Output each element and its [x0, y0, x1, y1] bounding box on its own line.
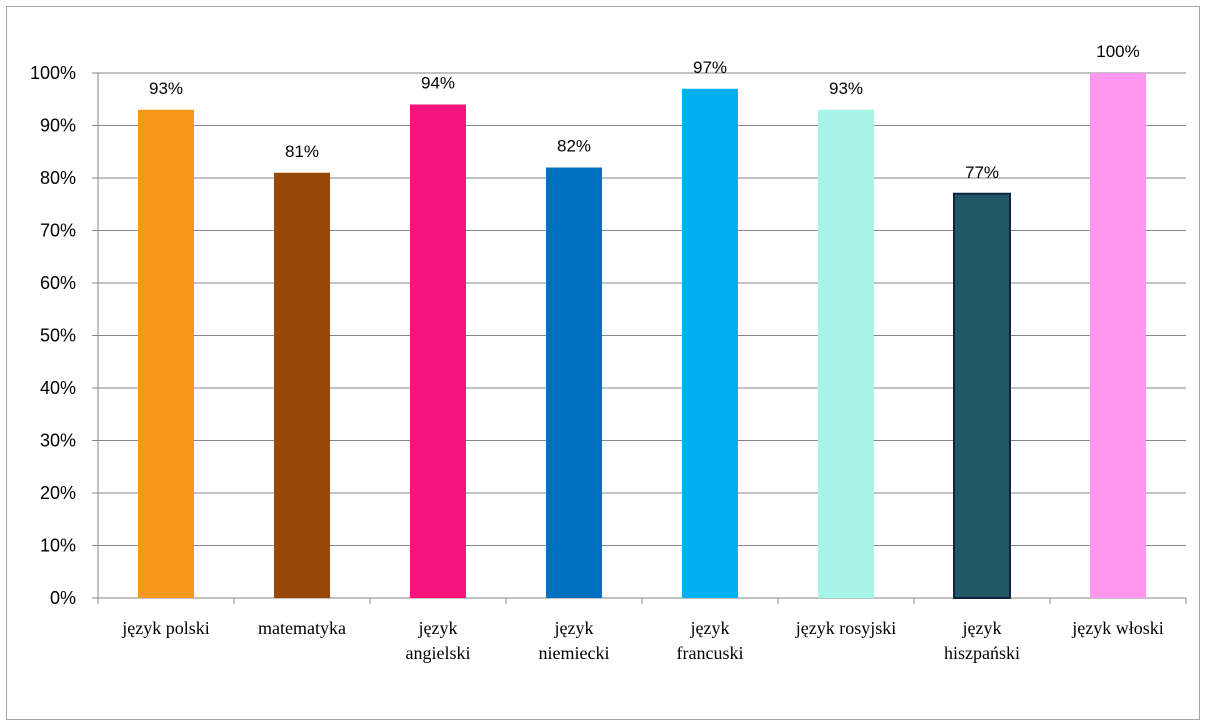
- y-tick-label: 50%: [40, 326, 76, 346]
- y-tick-label: 100%: [30, 63, 76, 83]
- category-label: język polski: [121, 618, 210, 638]
- data-label: 82%: [557, 137, 591, 156]
- bar: [410, 104, 466, 598]
- category-label: język: [554, 618, 594, 638]
- data-label: 81%: [285, 142, 319, 161]
- data-label: 93%: [149, 79, 183, 98]
- category-label: język: [690, 618, 730, 638]
- category-label: angielski: [406, 643, 471, 663]
- category-label: język rosyjski: [795, 618, 897, 638]
- bar: [274, 172, 330, 598]
- y-tick-label: 80%: [40, 168, 76, 188]
- category-label: hiszpański: [944, 643, 1020, 663]
- category-label: francuski: [677, 643, 744, 663]
- bar: [1090, 73, 1146, 598]
- y-tick-label: 30%: [40, 431, 76, 451]
- y-tick-label: 20%: [40, 483, 76, 503]
- category-label: matematyka: [258, 618, 346, 638]
- y-tick-label: 60%: [40, 273, 76, 293]
- category-label: język: [418, 618, 458, 638]
- y-tick-label: 10%: [40, 536, 76, 556]
- y-tick-label: 90%: [40, 116, 76, 136]
- bar: [818, 109, 874, 598]
- category-label: niemiecki: [539, 643, 610, 663]
- y-tick-label: 70%: [40, 221, 76, 241]
- data-label: 94%: [421, 74, 455, 93]
- bar: [682, 88, 738, 598]
- data-label: 93%: [829, 79, 863, 98]
- y-tick-label: 0%: [50, 588, 76, 608]
- data-label: 77%: [965, 163, 999, 182]
- data-label: 100%: [1096, 42, 1139, 61]
- bar: [138, 109, 194, 598]
- bar: [953, 192, 1011, 599]
- data-label: 97%: [693, 58, 727, 77]
- y-tick-label: 40%: [40, 378, 76, 398]
- category-label: język: [962, 618, 1002, 638]
- category-label: język włoski: [1071, 618, 1164, 638]
- bar: [546, 167, 602, 598]
